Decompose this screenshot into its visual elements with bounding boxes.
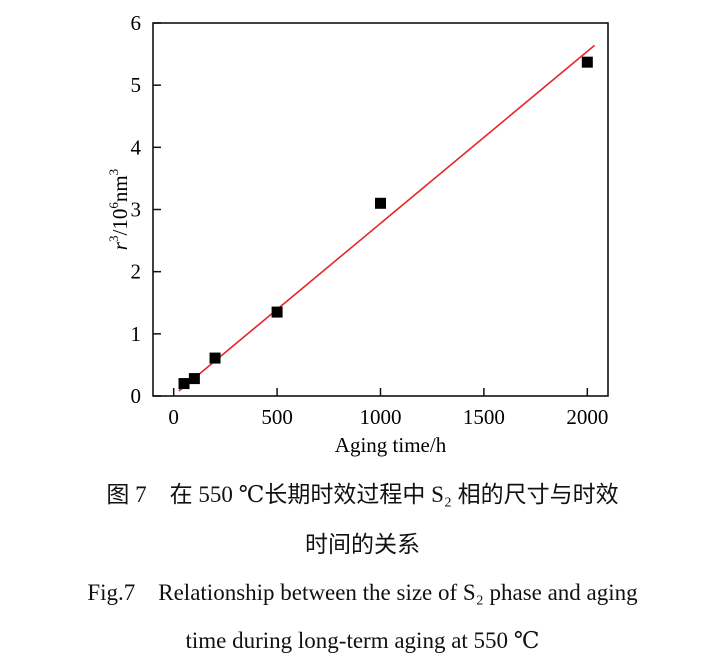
y-label-unit: nm [108, 175, 132, 202]
y-label-sup3: 3 [106, 169, 121, 176]
x-tick-label: 1500 [463, 405, 505, 429]
y-tick-label: 2 [131, 260, 142, 284]
data-point [581, 56, 593, 68]
data-point [178, 378, 190, 390]
y-tick-label: 6 [131, 11, 142, 35]
x-tick-label: 1000 [360, 405, 402, 429]
y-axis-label: r3/106nm3 [106, 169, 132, 250]
caption-cn-line2: 时间的关系 [305, 532, 420, 557]
x-tick-label: 0 [168, 405, 179, 429]
y-tick-label: 1 [131, 322, 142, 346]
y-tick-label: 3 [131, 198, 142, 222]
y-label-mid: /10 [108, 209, 132, 236]
caption-cn-line1: 图 7 在 550 ℃长期时效过程中 S₂ 相的尺寸与时效 [106, 482, 619, 507]
data-point [271, 306, 283, 318]
data-point [375, 197, 386, 209]
x-tick-label: 500 [261, 405, 293, 429]
y-label-base: r [108, 241, 132, 250]
y-tick-label: 4 [131, 135, 142, 159]
x-tick-label: 2000 [566, 405, 608, 429]
caption-en-line1: Fig.7 Relationship between the size of S… [87, 580, 638, 605]
data-point [209, 352, 221, 364]
fit-line [178, 44, 596, 392]
y-tick-label: 5 [131, 73, 142, 97]
y-label-sup2: 6 [106, 202, 121, 209]
caption-en-line2: time during long-term aging at 550 ℃ [185, 628, 540, 653]
y-label-sup1: 3 [106, 236, 121, 243]
y-tick-label: 0 [131, 384, 142, 408]
x-axis-label: Aging time/h [335, 433, 447, 457]
plot-frame [152, 22, 609, 397]
data-point [188, 373, 200, 385]
